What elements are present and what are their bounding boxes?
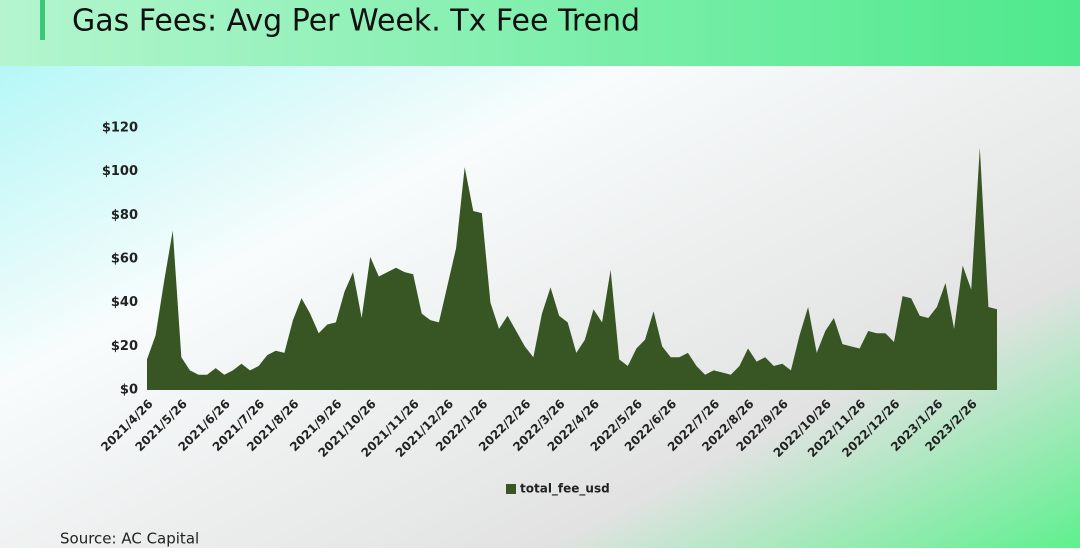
- y-tick-label: $80: [111, 208, 138, 223]
- chart-title: Gas Fees: Avg Per Week. Tx Fee Trend: [72, 4, 640, 39]
- y-tick-label: $100: [102, 164, 138, 179]
- y-tick-label: $60: [111, 252, 138, 267]
- source: Source: AC Capital: [60, 530, 199, 548]
- header-accent: [40, 0, 45, 40]
- area: [147, 147, 997, 390]
- y-tick-label: $0: [120, 383, 138, 398]
- y-tick-label: $20: [111, 339, 138, 354]
- header: [0, 0, 1080, 66]
- y-tick-label: $40: [111, 295, 138, 310]
- legend-label: total_fee_usd: [520, 482, 610, 497]
- y-tick-label: $120: [102, 121, 138, 136]
- legend-swatch: [506, 484, 516, 494]
